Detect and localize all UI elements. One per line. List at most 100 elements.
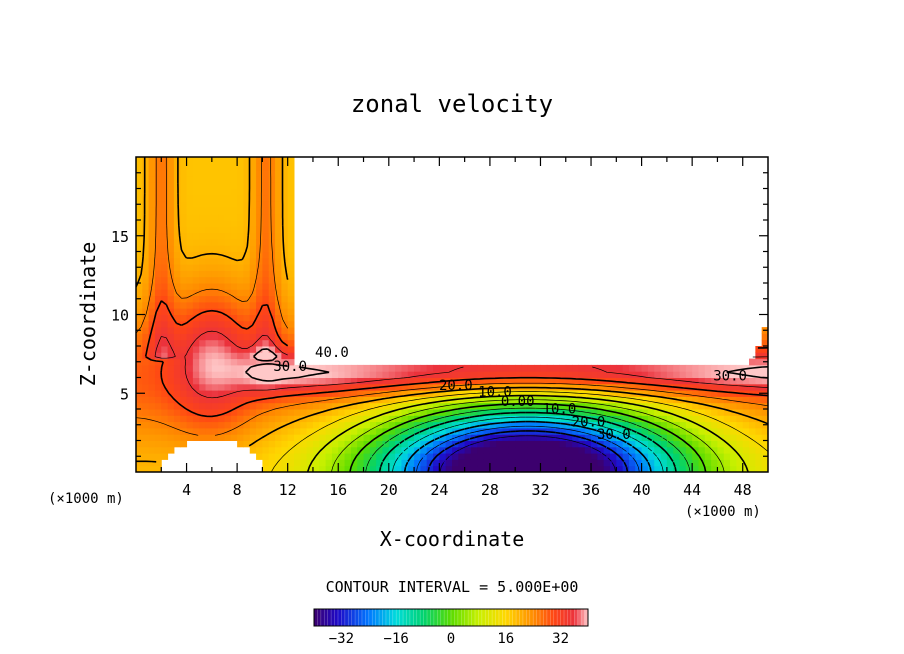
heatmap-cell	[186, 276, 194, 284]
heatmap-cell	[325, 465, 333, 472]
heatmap-cell	[237, 371, 244, 378]
heatmap-cell	[717, 371, 725, 378]
heatmap-cell	[591, 396, 598, 404]
colorbar-segment	[584, 609, 589, 626]
heatmap-cell	[180, 314, 188, 322]
heatmap-cell	[224, 251, 232, 259]
heatmap-cell	[281, 220, 289, 227]
heatmap-cell	[275, 169, 282, 177]
heatmap-cell	[660, 434, 668, 441]
heatmap-cell	[704, 371, 712, 378]
heatmap-cell	[414, 409, 421, 416]
heatmap-cell	[205, 257, 213, 265]
heatmap-cell	[660, 415, 668, 423]
heatmap-cell	[350, 427, 358, 435]
heatmap-cell	[262, 465, 270, 472]
x-tick-label: 44	[683, 481, 701, 499]
heatmap-cell	[363, 421, 371, 429]
heatmap-cell	[395, 402, 402, 410]
heatmap-cell	[180, 308, 188, 315]
colorbar-frame	[313, 608, 589, 627]
heatmap-cell	[723, 415, 731, 423]
heatmap-cell	[205, 213, 213, 221]
heatmap-cell	[489, 396, 497, 404]
heatmap-cell	[287, 465, 295, 472]
heatmap-cell	[401, 402, 409, 410]
heatmap-cell	[173, 314, 181, 322]
heatmap-cell	[211, 333, 219, 341]
heatmap-cell	[224, 333, 232, 341]
heatmap-cell	[395, 390, 402, 397]
heatmap-cell	[205, 434, 213, 441]
heatmap-cell	[641, 440, 649, 448]
heatmap-cell	[666, 377, 674, 385]
heatmap-cell	[161, 333, 169, 341]
heatmap-cell	[736, 465, 744, 472]
heatmap-cell	[489, 440, 497, 448]
heatmap-cell	[275, 301, 282, 309]
heatmap-cell	[610, 440, 617, 448]
heatmap-cell	[262, 320, 270, 328]
heatmap-cell	[243, 188, 251, 196]
heatmap-cell	[458, 409, 466, 416]
heatmap-cell	[230, 377, 238, 385]
heatmap-cell	[698, 459, 706, 467]
heatmap-cell	[572, 427, 579, 435]
heatmap-cell	[224, 257, 232, 265]
heatmap-cell	[281, 157, 289, 164]
heatmap-cell	[218, 163, 225, 171]
heatmap-cell	[508, 390, 516, 397]
heatmap-cell	[148, 346, 156, 353]
heatmap-cell	[445, 421, 453, 429]
heatmap-cell	[256, 276, 263, 284]
heatmap-cell	[559, 409, 567, 416]
heatmap-cell	[167, 232, 175, 240]
heatmap-cell	[660, 427, 668, 435]
heatmap-cell	[483, 453, 491, 460]
heatmap-cell	[154, 201, 162, 208]
heatmap-cell	[420, 396, 428, 404]
heatmap-cell	[287, 327, 295, 334]
heatmap-cell	[167, 415, 175, 423]
heatmap-cell	[268, 270, 276, 278]
heatmap-cell	[388, 371, 396, 378]
heatmap-cell	[243, 257, 251, 265]
heatmap-cell	[319, 402, 327, 410]
heatmap-cell	[281, 364, 289, 372]
heatmap-cell	[401, 409, 409, 416]
heatmap-cell	[275, 289, 282, 297]
heatmap-cell	[395, 377, 402, 385]
heatmap-cell	[154, 289, 162, 297]
heatmap-cell	[483, 415, 491, 423]
heatmap-cell	[654, 465, 662, 472]
heatmap-cell	[483, 377, 491, 385]
heatmap-cell	[647, 459, 655, 467]
heatmap-cell	[395, 383, 402, 391]
heatmap-cell	[243, 301, 251, 309]
heatmap-cell	[502, 377, 510, 385]
heatmap-cell	[584, 371, 592, 378]
heatmap-cell	[344, 364, 352, 372]
heatmap-cell	[641, 434, 649, 441]
heatmap-cell	[180, 257, 188, 265]
heatmap-cell	[679, 434, 687, 441]
heatmap-cell	[666, 415, 674, 423]
heatmap-cell	[199, 182, 207, 189]
heatmap-cell	[262, 207, 270, 215]
heatmap-cell	[256, 320, 263, 328]
heatmap-cell	[186, 434, 194, 441]
heatmap-cell	[458, 453, 466, 460]
heatmap-cell	[312, 409, 320, 416]
heatmap-cell	[641, 383, 649, 391]
heatmap-cell	[161, 194, 169, 202]
heatmap-cell	[616, 409, 624, 416]
heatmap-cell	[527, 459, 535, 467]
heatmap-cell	[527, 402, 535, 410]
heatmap-cell	[275, 421, 282, 429]
heatmap-cell	[698, 396, 706, 404]
heatmap-cell	[161, 346, 169, 353]
heatmap-cell	[186, 169, 194, 177]
heatmap-cell	[249, 346, 257, 353]
heatmap-cell	[243, 182, 251, 189]
heatmap-cell	[452, 409, 459, 416]
